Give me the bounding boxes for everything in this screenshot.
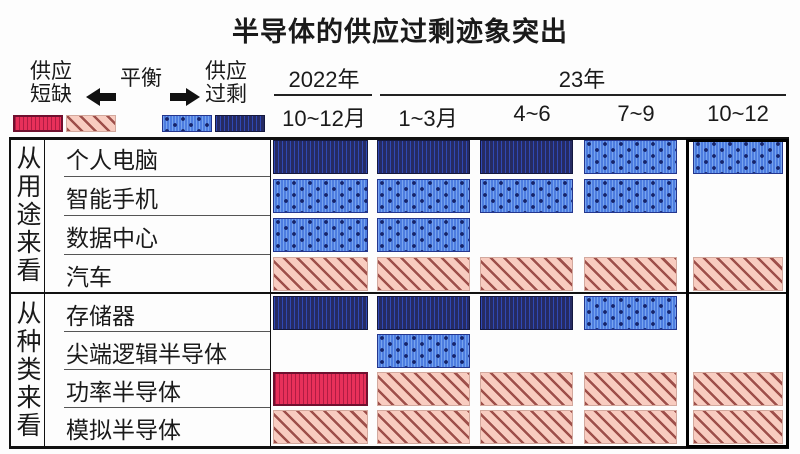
legend-shortage-line2: 短缺 xyxy=(30,83,72,106)
row-label: 存储器 xyxy=(66,303,135,329)
swatch-shortage-strong xyxy=(13,115,63,132)
cell-bar xyxy=(480,372,573,406)
row-label: 智能手机 xyxy=(66,186,158,212)
arrow-right-shaft xyxy=(170,93,186,101)
row-separator xyxy=(64,407,270,408)
quarter-label: 1~3月 xyxy=(398,106,458,131)
cell-bar xyxy=(377,410,470,444)
cell-bar xyxy=(584,296,677,330)
year-label-23: 23年 xyxy=(558,67,606,92)
cell-bar xyxy=(693,257,783,291)
cell-bar xyxy=(273,372,368,406)
cell-bar xyxy=(480,296,573,330)
cell-bar xyxy=(693,372,783,406)
cell-bar xyxy=(273,218,368,252)
row-separator xyxy=(64,331,270,332)
table-top-border xyxy=(9,137,789,140)
cell-bar xyxy=(584,372,677,406)
cell-bar xyxy=(584,257,677,291)
row-label: 功率半导体 xyxy=(66,379,181,405)
cell-bar xyxy=(480,410,573,444)
quarter-label: 10~12 xyxy=(707,101,769,126)
row-label: 模拟半导体 xyxy=(66,417,181,443)
arrow-left-head xyxy=(86,88,100,106)
legend-balance-label: 平衡 xyxy=(120,67,162,90)
year-23-underline xyxy=(380,94,786,96)
table-bottom-border xyxy=(9,446,789,449)
row-label: 数据中心 xyxy=(66,225,158,251)
year-2022-underline xyxy=(274,94,372,96)
table-left-border xyxy=(9,137,11,449)
arrow-left-shaft xyxy=(100,93,116,101)
group-label: 从种类来看 xyxy=(13,300,41,440)
group-column-divider xyxy=(44,137,45,447)
swatch-shortage xyxy=(66,115,116,132)
arrow-right-icon xyxy=(170,88,200,106)
legend-shortage-label: 供应 短缺 xyxy=(30,60,72,106)
arrow-left-icon xyxy=(86,88,116,106)
cell-bar xyxy=(377,179,470,213)
cell-bar xyxy=(693,140,783,174)
legend-surplus-line1: 供应 xyxy=(205,60,247,83)
cell-bar xyxy=(693,410,783,444)
cell-bar xyxy=(377,372,470,406)
quarter-label: 4~6 xyxy=(513,101,551,126)
swatch-surplus-strong xyxy=(215,115,265,132)
cell-bar xyxy=(377,218,470,252)
legend-surplus-line2: 过剩 xyxy=(205,83,247,106)
row-separator xyxy=(64,254,270,255)
row-separator xyxy=(64,176,270,177)
legend-shortage-line1: 供应 xyxy=(30,60,72,83)
row-separator xyxy=(64,215,270,216)
cell-bar xyxy=(480,140,573,174)
label-data-divider xyxy=(270,137,271,447)
cell-bar xyxy=(377,334,470,368)
row-label: 尖端逻辑半导体 xyxy=(66,341,227,367)
quarter-label: 7~9 xyxy=(617,101,655,126)
quarter-label: 10~12月 xyxy=(282,106,366,131)
cell-bar xyxy=(273,179,368,213)
cell-bar xyxy=(584,410,677,444)
cell-bar xyxy=(377,140,470,174)
year-label-2022: 2022年 xyxy=(288,67,360,92)
cell-bar xyxy=(480,179,573,213)
cell-bar xyxy=(377,257,470,291)
cell-bar xyxy=(377,296,470,330)
legend-surplus-label: 供应 过剩 xyxy=(205,60,247,106)
cell-bar xyxy=(273,296,368,330)
group-divider-line xyxy=(9,292,789,294)
forecast-column-box xyxy=(686,139,789,448)
row-label: 个人电脑 xyxy=(66,147,158,173)
cell-bar xyxy=(584,140,677,174)
cell-bar xyxy=(273,257,368,291)
cell-bar xyxy=(480,257,573,291)
row-separator xyxy=(64,369,270,370)
cell-bar xyxy=(273,410,368,444)
arrow-right-head xyxy=(186,88,200,106)
cell-bar xyxy=(273,140,368,174)
group-label: 从用途来看 xyxy=(13,145,41,285)
row-label: 汽车 xyxy=(66,264,112,290)
chart-title: 半导体的供应过剩迹象突出 xyxy=(232,17,568,47)
swatch-surplus xyxy=(162,115,212,132)
cell-bar xyxy=(584,179,677,213)
